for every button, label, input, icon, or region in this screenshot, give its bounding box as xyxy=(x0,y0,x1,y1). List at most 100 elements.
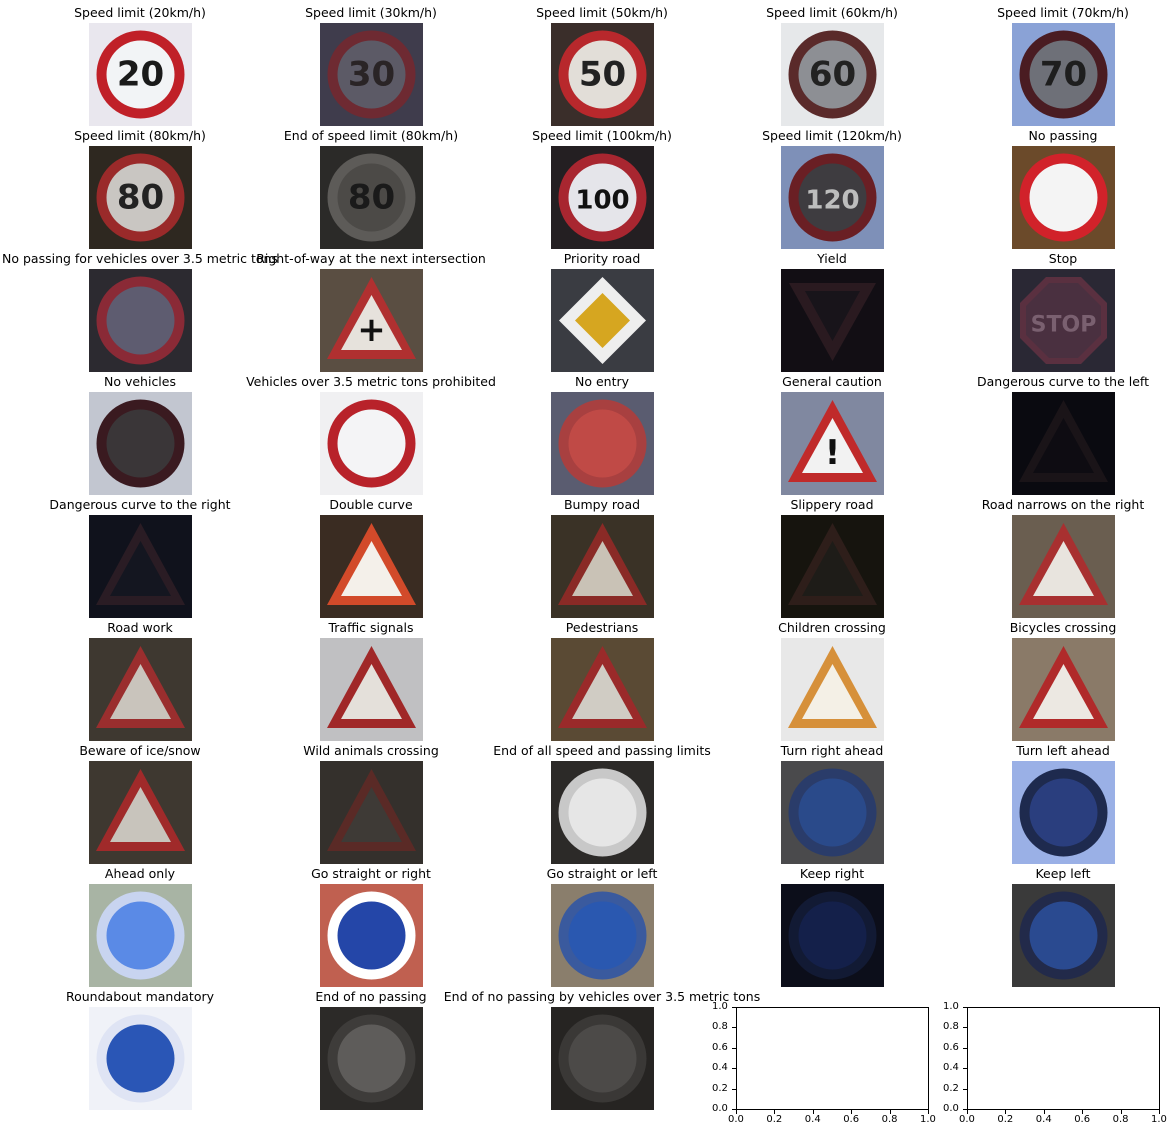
sign-title: Double curve xyxy=(329,497,413,512)
sign-title: End of no passing by vehicles over 3.5 m… xyxy=(443,989,761,1004)
no-vehicles-sign-icon xyxy=(88,392,192,495)
x-tick-mark xyxy=(1043,1110,1045,1114)
bicycles-crossing-sign-icon xyxy=(1011,638,1115,741)
x-tick-mark xyxy=(1120,1110,1122,1114)
svg-text:60: 60 xyxy=(808,55,855,95)
x-tick-label: 0.8 xyxy=(881,1114,898,1125)
sign-title: No passing for vehicles over 3.5 metric … xyxy=(2,251,278,266)
sign-title: End of all speed and passing limits xyxy=(493,743,711,758)
svg-text:80: 80 xyxy=(347,178,394,218)
y-tick-label: 0.6 xyxy=(943,1041,959,1053)
y-tick-mark xyxy=(732,1068,736,1070)
sign-title: Road narrows on the right xyxy=(981,497,1145,512)
x-tick-label: 0.0 xyxy=(959,1114,975,1125)
sign-title: Slippery road xyxy=(790,497,874,512)
straight-or-left-sign-icon xyxy=(550,884,654,987)
trucks-prohibited-sign-icon xyxy=(319,392,423,495)
y-tick-mark xyxy=(963,1047,967,1049)
y-tick-label: 0.2 xyxy=(712,1082,728,1094)
sign-title: Children crossing xyxy=(778,620,886,635)
sign-title: Road work xyxy=(107,620,173,635)
x-tick-label: 0.2 xyxy=(766,1114,783,1125)
x-tick-label: 0.4 xyxy=(804,1114,821,1125)
x-tick-mark xyxy=(812,1110,814,1114)
stop-sign-icon: STOP xyxy=(1011,269,1115,372)
speed-limit-30-sign-icon: 30 xyxy=(319,23,423,126)
svg-text:+: + xyxy=(357,310,386,350)
sign-title: Traffic signals xyxy=(328,620,414,635)
sign-title: Bumpy road xyxy=(563,497,641,512)
sign-title: Beware of ice/snow xyxy=(79,743,201,758)
ice-snow-sign-icon xyxy=(88,761,192,864)
y-tick-mark xyxy=(732,1047,736,1049)
sign-title: Wild animals crossing xyxy=(303,743,439,758)
svg-text:STOP: STOP xyxy=(1030,313,1096,338)
y-tick-mark xyxy=(963,1027,967,1029)
traffic-signals-sign-icon xyxy=(319,638,423,741)
sign-title: No vehicles xyxy=(103,374,176,389)
bumpy-road-sign-icon xyxy=(550,515,654,618)
y-tick-mark xyxy=(963,1088,967,1090)
speed-limit-20-sign-icon: 20 xyxy=(88,23,192,126)
x-tick-mark xyxy=(1082,1110,1084,1114)
sign-title: Speed limit (100km/h) xyxy=(532,128,672,143)
sign-title: General caution xyxy=(782,374,882,389)
y-tick-label: 0.0 xyxy=(943,1103,959,1114)
x-tick-label: 1.0 xyxy=(920,1114,936,1125)
sign-title: End of speed limit (80km/h) xyxy=(283,128,459,143)
svg-text:80: 80 xyxy=(116,178,163,218)
x-tick-label: 0.4 xyxy=(1035,1114,1052,1125)
x-tick-label: 0.2 xyxy=(997,1114,1014,1125)
y-tick-label: 0.6 xyxy=(712,1041,728,1053)
speed-limit-120-sign-icon: 120 xyxy=(780,146,884,249)
sign-title: Pedestrians xyxy=(565,620,639,635)
turn-right-sign-icon xyxy=(780,761,884,864)
sign-title: Right-of-way at the next intersection xyxy=(256,251,486,266)
sign-title: Dangerous curve to the left xyxy=(976,374,1149,389)
y-tick-label: 0.8 xyxy=(712,1021,728,1033)
speed-limit-50-sign-icon: 50 xyxy=(550,23,654,126)
end-speed-limit-80-sign-icon: 80 xyxy=(319,146,423,249)
yield-sign-icon xyxy=(780,269,884,372)
sign-title: Roundabout mandatory xyxy=(65,989,215,1004)
y-tick-mark xyxy=(963,1109,967,1110)
no-passing-sign-icon xyxy=(1011,146,1115,249)
y-tick-mark xyxy=(732,1027,736,1029)
sign-title: Turn left ahead xyxy=(1016,743,1110,758)
x-tick-mark xyxy=(851,1110,853,1114)
y-tick-label: 0.4 xyxy=(712,1062,728,1074)
sign-title: Go straight or right xyxy=(311,866,431,881)
road-work-sign-icon xyxy=(88,638,192,741)
general-caution-sign-icon: ! xyxy=(780,392,884,495)
x-tick-mark xyxy=(1005,1110,1007,1114)
svg-text:30: 30 xyxy=(347,55,394,95)
svg-text:120: 120 xyxy=(805,186,859,216)
x-tick-label: 0.6 xyxy=(1074,1114,1091,1125)
speed-limit-70-sign-icon: 70 xyxy=(1011,23,1115,126)
sign-title: Keep left xyxy=(1035,866,1091,881)
sign-title: Speed limit (120km/h) xyxy=(762,128,902,143)
x-tick-mark xyxy=(774,1110,776,1114)
sign-title: Priority road xyxy=(563,251,641,266)
children-crossing-sign-icon xyxy=(780,638,884,741)
y-tick-label: 1.0 xyxy=(712,1001,728,1012)
sign-title: Turn right ahead xyxy=(780,743,884,758)
svg-text:100: 100 xyxy=(575,186,629,216)
turn-left-sign-icon xyxy=(1011,761,1115,864)
x-tick-mark xyxy=(928,1110,929,1114)
straight-or-right-sign-icon xyxy=(319,884,423,987)
keep-right-sign-icon xyxy=(780,884,884,987)
sign-title: Keep right xyxy=(799,866,865,881)
sign-title: Speed limit (60km/h) xyxy=(766,5,898,20)
x-tick-mark xyxy=(889,1110,891,1114)
curve-right-sign-icon xyxy=(88,515,192,618)
empty-axes xyxy=(967,1007,1160,1110)
x-tick-label: 0.6 xyxy=(843,1114,860,1125)
y-tick-mark xyxy=(732,1109,736,1110)
sign-title: Bicycles crossing xyxy=(1009,620,1117,635)
priority-road-sign-icon xyxy=(550,269,654,372)
svg-text:70: 70 xyxy=(1039,55,1086,95)
x-tick-mark xyxy=(967,1110,968,1114)
svg-text:!: ! xyxy=(824,433,840,473)
no-passing-trucks-sign-icon xyxy=(88,269,192,372)
